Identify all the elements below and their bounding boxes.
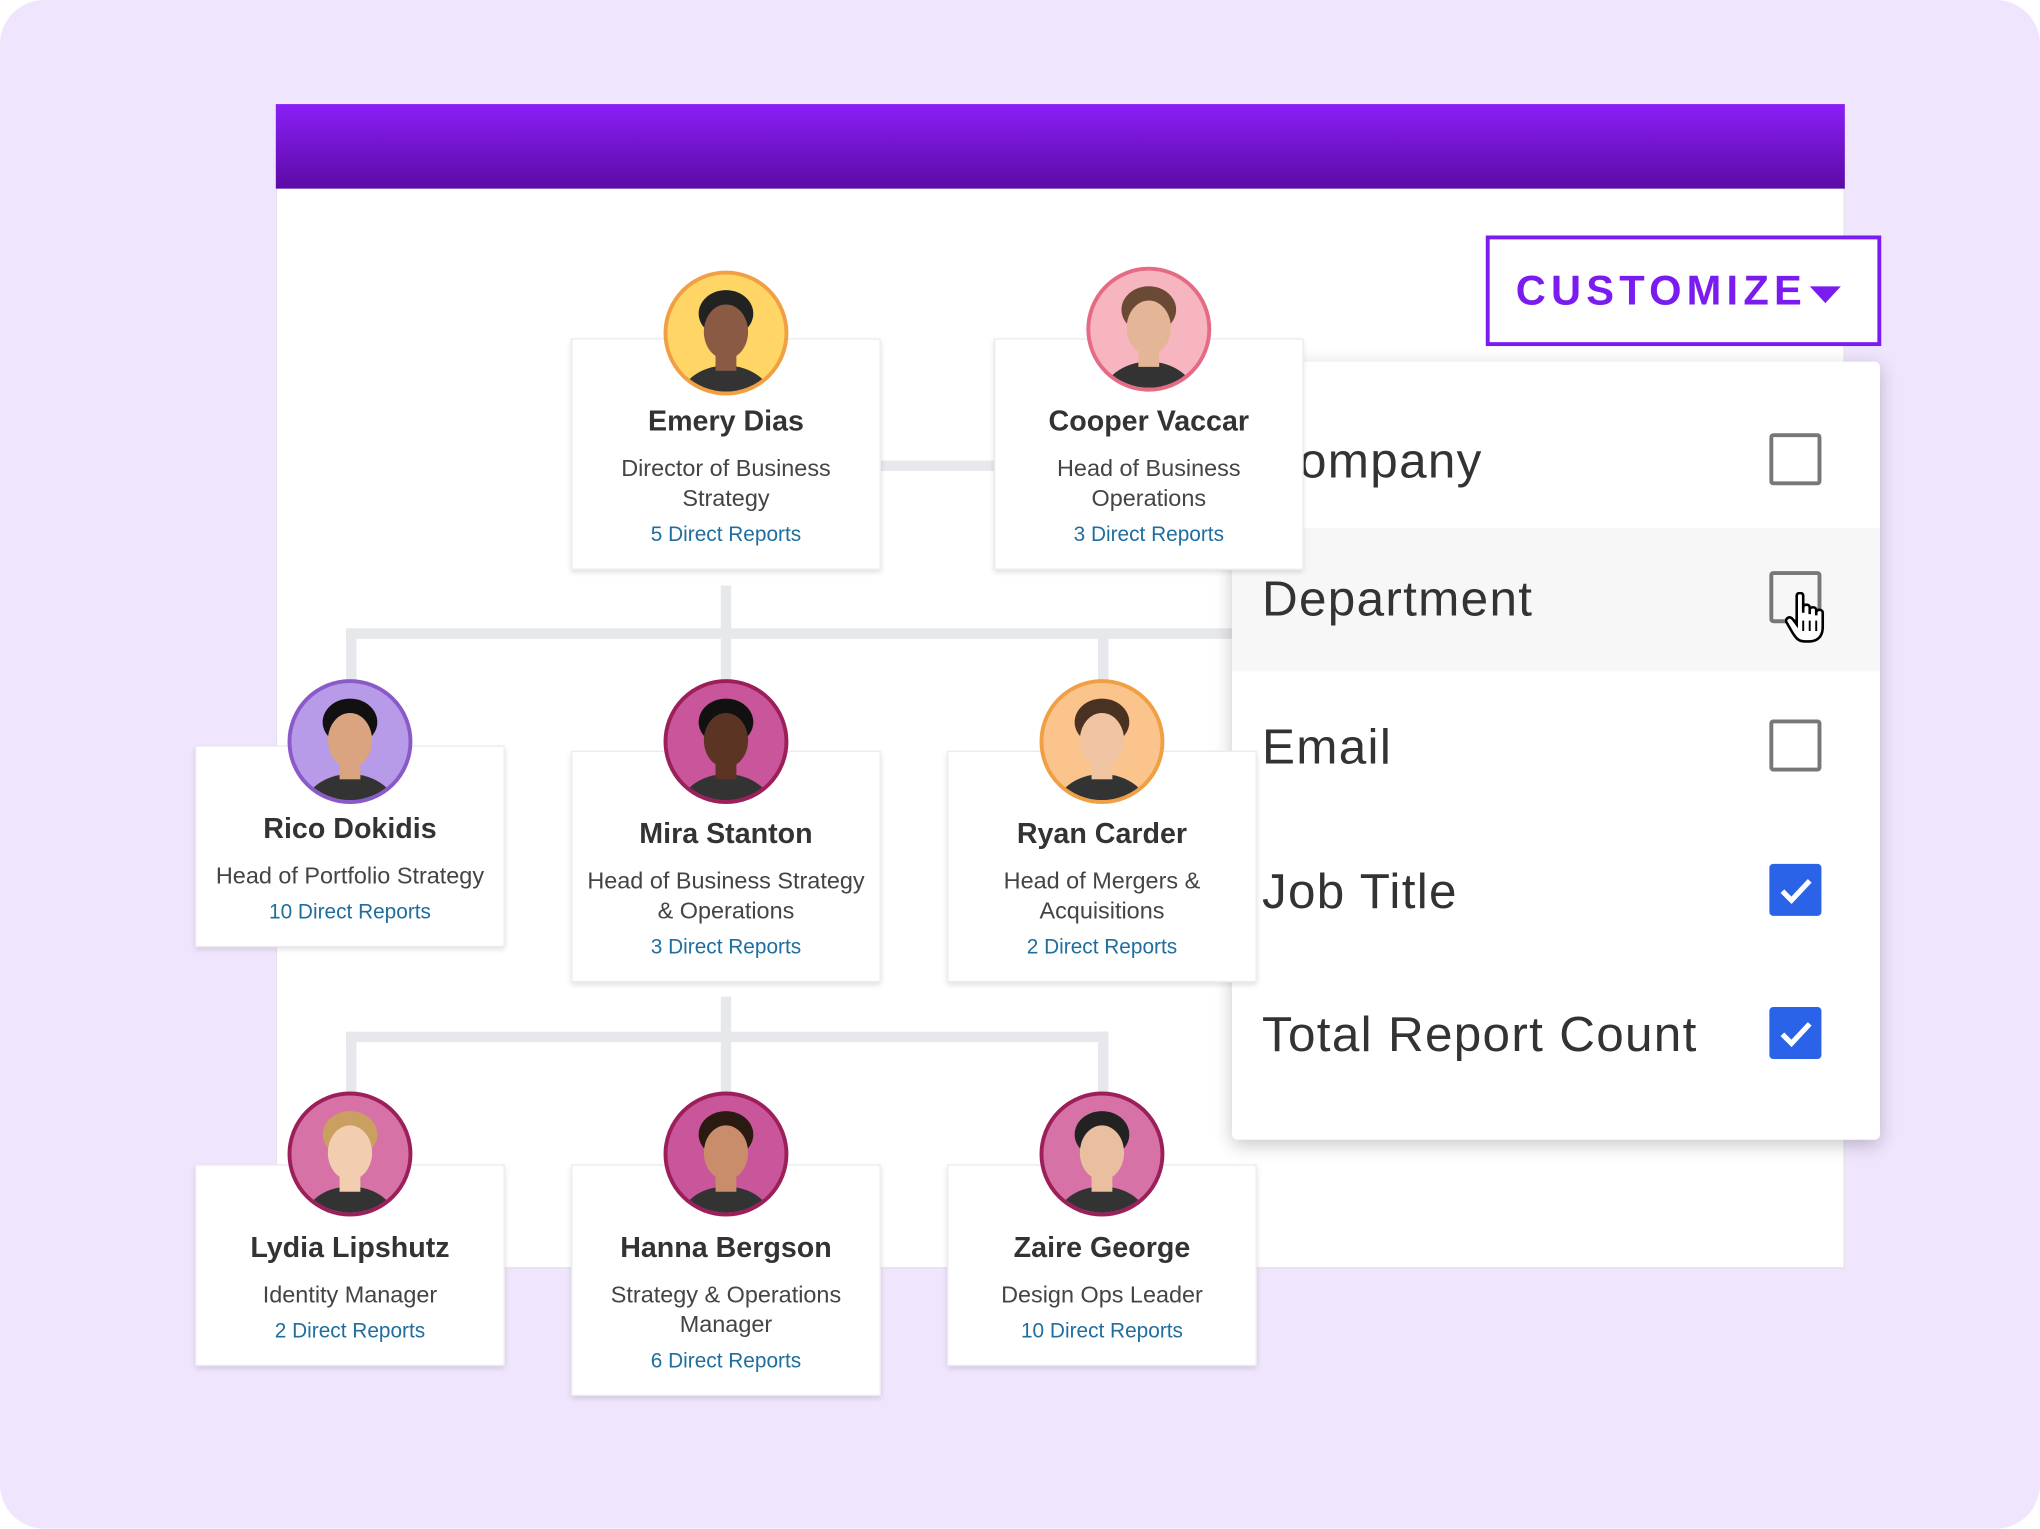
button-label: CUSTOMIZE — [1515, 266, 1807, 314]
report-count: 2 Direct Reports — [1026, 936, 1178, 959]
avatar — [1086, 266, 1212, 392]
connector — [720, 585, 732, 755]
option-label: Total Report Count — [1261, 1007, 1698, 1063]
avatar-figure — [1103, 286, 1194, 388]
report-count: 3 Direct Reports — [1073, 524, 1224, 547]
option-label: Job Title — [1261, 864, 1458, 920]
avatar-figure — [681, 698, 771, 801]
check-mark — [1780, 879, 1812, 905]
check-mark — [1780, 1022, 1812, 1048]
menu-option[interactable]: Department — [1232, 528, 1880, 672]
avatar — [663, 1091, 789, 1217]
connector — [346, 1031, 1109, 1043]
avatar-figure — [1057, 1111, 1147, 1213]
customize-menu: Company Department Email Job Title Total Rep… — [1232, 361, 1880, 1140]
cursor — [1784, 591, 1825, 643]
avatar — [1039, 679, 1165, 805]
report-count: 6 Direct Reports — [650, 1350, 802, 1373]
avatar-figure — [305, 698, 395, 801]
avatar — [287, 1091, 413, 1217]
person-name: Cooper Vaccar — [1048, 404, 1250, 438]
person-name: Lydia Lipshutz — [250, 1230, 450, 1264]
connector — [880, 460, 998, 471]
report-count: 3 Direct Reports — [650, 936, 802, 959]
person-name: Zaire George — [1013, 1230, 1191, 1264]
person-name: Rico Dokidis — [263, 811, 437, 845]
job-title: Strategy & Operations Manager — [610, 1281, 842, 1338]
customize-button[interactable]: CUSTOMIZE — [1485, 235, 1882, 347]
connector — [346, 628, 1244, 639]
person-name: Ryan Carder — [1016, 817, 1188, 850]
checkbox[interactable] — [1769, 433, 1822, 486]
job-title: Head of Portfolio Strategy — [215, 862, 485, 889]
person-name: Hanna Bergson — [620, 1230, 832, 1264]
panel-header — [275, 104, 1845, 189]
job-title: Head of Business Operations — [1057, 455, 1241, 512]
avatar — [287, 679, 413, 805]
dropdown-arrow — [1809, 286, 1841, 304]
report-count: 2 Direct Reports — [274, 1320, 426, 1343]
job-title: Head of Mergers & Acquisitions — [1003, 867, 1201, 924]
job-title: Identity Manager — [262, 1281, 438, 1308]
menu-option[interactable]: Total Report Count — [1232, 964, 1880, 1107]
report-count: 10 Direct Reports — [1020, 1320, 1183, 1343]
avatar-figure — [681, 1111, 771, 1213]
avatar-figure — [681, 290, 771, 392]
person-name: Mira Stanton — [639, 817, 813, 850]
avatar — [1039, 1091, 1165, 1217]
job-title: Design Ops Leader — [1001, 1281, 1203, 1308]
checkbox[interactable] — [1769, 719, 1822, 772]
option-label: Email — [1261, 720, 1393, 775]
job-title: Director of Business Strategy — [621, 455, 831, 512]
option-label: Department — [1261, 571, 1534, 627]
avatar-figure — [1057, 698, 1147, 801]
job-title: Head of Business Strategy & Operations — [587, 867, 865, 924]
person-name: Emery Dias — [647, 404, 804, 438]
connector — [720, 996, 732, 1166]
menu-option[interactable]: Company — [1232, 390, 1880, 533]
checkbox[interactable] — [1769, 863, 1822, 916]
checkbox[interactable] — [1769, 1006, 1822, 1060]
avatar — [663, 270, 789, 396]
menu-option[interactable]: Job Title — [1232, 821, 1880, 964]
menu-option[interactable]: Email — [1232, 677, 1880, 820]
person-card: Cooper Vaccar Head of Business Operations… — [993, 338, 1304, 570]
report-count: 10 Direct Reports — [268, 901, 431, 924]
avatar-figure — [305, 1111, 395, 1213]
report-count: 5 Direct Reports — [650, 524, 802, 547]
avatar — [663, 679, 789, 805]
